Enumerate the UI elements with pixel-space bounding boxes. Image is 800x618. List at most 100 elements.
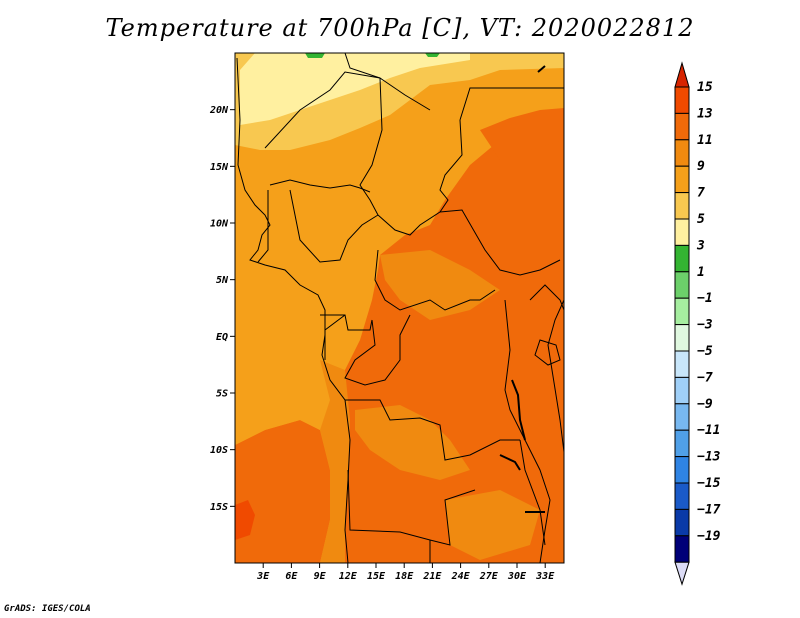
colorbar-swatch	[674, 139, 690, 167]
colorbar-label: 11	[697, 133, 713, 148]
colorbar-swatch	[674, 86, 690, 114]
colorbar-label: −17	[697, 502, 721, 517]
colorbar-swatch	[674, 324, 690, 352]
colorbar-swatch	[674, 376, 690, 405]
border-13	[344, 314, 411, 386]
lon-tick-label: 33E	[535, 571, 555, 582]
lat-tick-label: 5N	[216, 275, 229, 286]
colorbar-label: 3	[696, 238, 705, 253]
colorbar-label: −3	[697, 318, 713, 333]
lon-tick-label: 9E	[314, 571, 327, 582]
colorbar-swatch	[674, 456, 690, 484]
border-coastline-west	[236, 57, 351, 563]
colorbar-label: −15	[697, 476, 721, 491]
colorbar-bottom-triangle	[674, 561, 690, 586]
temperature-field	[235, 53, 564, 563]
border-14	[345, 399, 520, 461]
lat-tick-label: 15N	[210, 162, 229, 173]
field-region-zambia	[355, 405, 470, 480]
map-frame	[234, 52, 565, 564]
lake-2	[499, 454, 521, 471]
field-region-congo-mid	[380, 250, 500, 320]
field-region-green-1	[305, 53, 325, 58]
colorbar-swatch	[674, 403, 690, 431]
border-5	[439, 119, 463, 213]
colorbar-swatch	[674, 112, 690, 141]
lat-tick-label: 20N	[209, 105, 229, 116]
colorbar-swatch	[674, 482, 690, 510]
border-19	[529, 284, 564, 311]
lat-tick-label: 5S	[216, 389, 228, 400]
lon-tick-label: 12E	[339, 571, 358, 582]
border-2	[344, 53, 381, 79]
credit-label: GrADS: IGES/COLA	[4, 604, 91, 614]
colorbar-label: 15	[697, 80, 713, 95]
colorbar-swatch	[674, 508, 690, 537]
field-region-hot-southwest	[235, 500, 255, 540]
colorbar-label: −9	[697, 397, 713, 412]
colorbar-swatch	[674, 297, 690, 326]
colorbar-label: −7	[697, 370, 713, 385]
colorbar-label: −11	[697, 423, 720, 438]
colorbar-swatch	[674, 429, 690, 458]
colorbar-swatch	[674, 271, 690, 299]
field-region-atlantic	[235, 265, 330, 445]
colorbar-swatch	[674, 244, 690, 273]
border-11	[320, 314, 373, 331]
lakes	[499, 65, 546, 513]
lon-tick-label: 15E	[367, 571, 386, 582]
border-4	[459, 87, 564, 121]
country-borders	[236, 53, 564, 563]
colorbar-swatch	[674, 350, 690, 378]
lon-tick-label: 24E	[451, 571, 471, 582]
border-9	[377, 209, 561, 276]
colorbar-swatch	[674, 192, 690, 220]
lake-1	[511, 379, 526, 441]
lon-tick-label: 21E	[422, 571, 442, 582]
lon-tick-label: 30E	[507, 571, 527, 582]
colorbar-label: 9	[697, 159, 705, 174]
border-1	[264, 71, 431, 149]
field-region-west-south	[235, 420, 330, 563]
field-region-southeast	[445, 490, 540, 560]
field-region-sahara-north	[240, 53, 470, 125]
field-region-angola-coast	[320, 360, 350, 563]
colorbar-label: −1	[697, 291, 713, 306]
border-8	[289, 189, 379, 263]
colorbar-label: −5	[697, 344, 713, 359]
lon-tick-label: 3E	[256, 571, 270, 582]
border-12	[324, 314, 346, 360]
lat-tick-label: EQ	[216, 332, 228, 343]
lat-tick-label: 15S	[210, 502, 228, 513]
colorbar-label: −13	[697, 450, 721, 465]
border-6	[269, 179, 371, 193]
colorbar-label: 1	[697, 265, 705, 280]
border-coastline-east	[547, 299, 564, 457]
colorbar-label: 5	[697, 212, 705, 227]
colorbar-label: 7	[697, 186, 705, 201]
border-10	[374, 249, 496, 311]
border-3	[359, 77, 383, 216]
lat-tick-label: 10N	[210, 219, 229, 230]
longitude-axis: 3E 6E 9E 12E 15E 18E 21E 24E 27E 30E 33E	[256, 563, 555, 582]
chart-title: Temperature at 700hPa [C], VT: 202002281…	[105, 14, 695, 42]
lon-tick-label: 27E	[479, 571, 499, 582]
field-region-green-2	[425, 53, 440, 57]
lon-tick-label: 6E	[285, 571, 298, 582]
colorbar-label: 13	[697, 106, 713, 121]
colorbar: 15 13 11 9 7 5 3 1 −1 −3 −5 −7 −9 −11 −13 −15 −17 −19	[674, 61, 721, 586]
colorbar-swatch	[674, 535, 690, 563]
colorbar-swatch	[674, 218, 690, 246]
lat-tick-label: 10S	[210, 445, 228, 456]
colorbar-swatch	[674, 165, 690, 194]
lake-4	[537, 65, 546, 73]
border-18	[534, 339, 561, 366]
border-17	[519, 439, 546, 546]
lon-tick-label: 18E	[395, 571, 414, 582]
field-region-sahel-east	[480, 108, 564, 160]
colorbar-label: −19	[697, 529, 721, 544]
border-7	[257, 190, 269, 263]
colorbar-top-triangle	[674, 61, 690, 88]
latitude-axis: 20N 15N 10N 5N EQ 5S 10S 15S	[209, 105, 235, 513]
